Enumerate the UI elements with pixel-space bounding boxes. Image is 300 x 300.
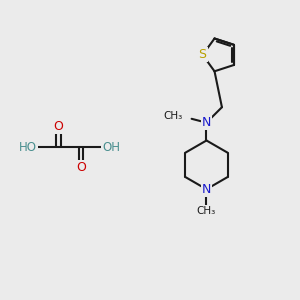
Text: HO: HO — [19, 140, 37, 154]
Text: CH₃: CH₃ — [164, 111, 183, 121]
Text: O: O — [53, 120, 63, 133]
Text: N: N — [202, 116, 211, 129]
Text: N: N — [202, 183, 211, 196]
Text: S: S — [199, 48, 207, 62]
Text: CH₃: CH₃ — [197, 206, 216, 216]
Text: O: O — [76, 161, 86, 174]
Text: OH: OH — [102, 140, 120, 154]
